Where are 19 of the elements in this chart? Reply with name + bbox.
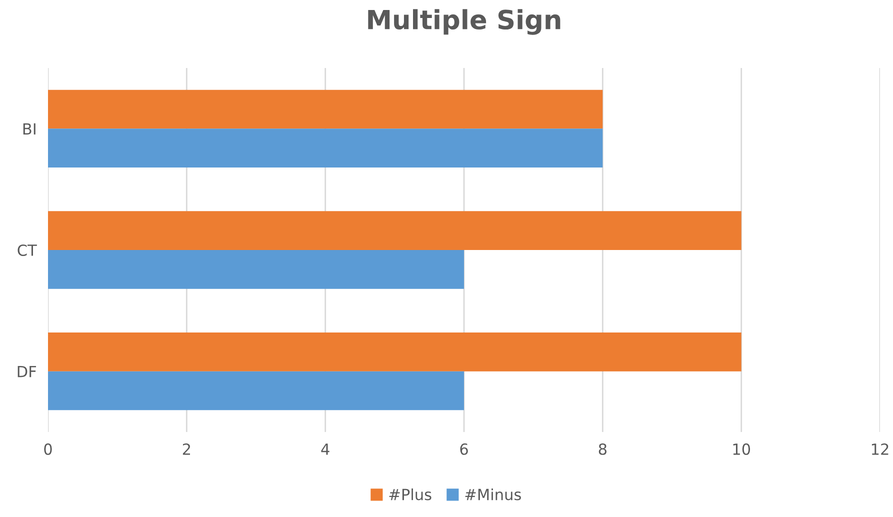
bar	[48, 90, 603, 129]
x-tick-label: 0	[44, 443, 52, 455]
bar	[48, 250, 464, 289]
x-tick-label: 6	[460, 443, 468, 455]
x-tick-label: 2	[182, 443, 190, 455]
chart-title: Multiple Sign	[368, 9, 560, 35]
x-tick-label: 12	[872, 443, 888, 455]
y-tick-label: BI	[23, 123, 36, 134]
bar	[48, 371, 464, 410]
x-tick-label: 10	[733, 443, 750, 455]
bar	[48, 128, 603, 168]
bar	[48, 332, 742, 372]
y-tick-label: CT	[18, 244, 37, 256]
legend-label: #Minus	[465, 488, 521, 500]
x-tick-label: 4	[321, 444, 330, 455]
legend-label: #Plus	[389, 488, 432, 500]
y-tick-label: DF	[18, 366, 36, 378]
x-tick-label: 8	[598, 443, 606, 455]
bar	[48, 211, 742, 250]
